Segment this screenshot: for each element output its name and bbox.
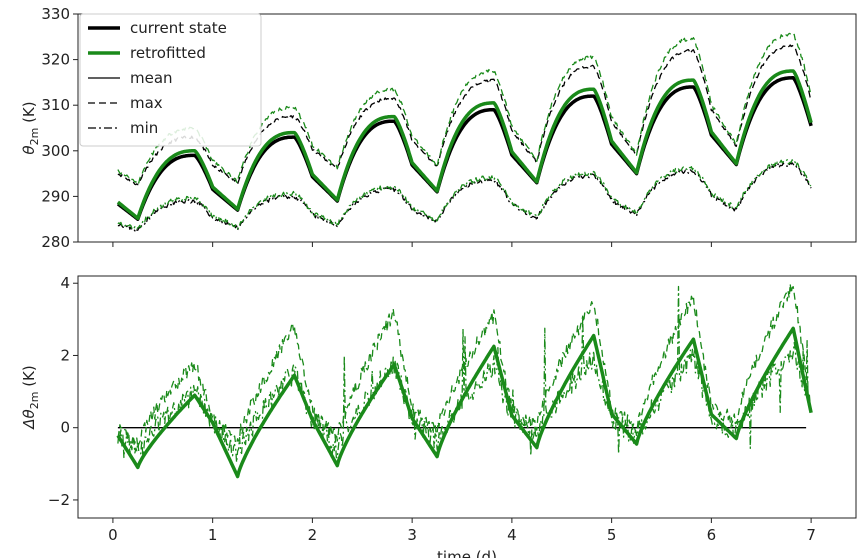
plot-area: [118, 284, 811, 477]
x-tick-label: 3: [407, 526, 417, 544]
x-axis-label: time (d): [437, 548, 497, 558]
y-tick-label: 300: [41, 142, 70, 160]
legend-label: mean: [130, 69, 173, 87]
y-tick-label: −2: [48, 491, 70, 509]
y-axis-label: Δθ2m (K): [20, 365, 41, 429]
x-tick-label: 4: [507, 526, 517, 544]
x-tick-label: 6: [707, 526, 717, 544]
y-tick-label: 310: [41, 96, 70, 114]
legend-label: min: [130, 119, 158, 137]
y-tick-label: 280: [41, 233, 70, 251]
y-tick-label: 290: [41, 187, 70, 205]
series-line-delta-min: [118, 287, 811, 463]
y-tick-label: 330: [41, 5, 70, 23]
x-tick-label: 1: [208, 526, 218, 544]
y-axis-label: θ2m (K): [20, 101, 41, 154]
legend-label: retrofitted: [130, 44, 206, 62]
y-tick-label: 0: [60, 419, 70, 437]
y-tick-label: 320: [41, 51, 70, 69]
y-tick-label: 2: [60, 346, 70, 364]
x-tick-label: 0: [108, 526, 118, 544]
bottom-panel: 0 1 2 3 4 5 6 7 −2 0 2 4 Δθ2m (K) time (d): [20, 274, 856, 558]
legend: current state retrofitted mean max min: [80, 14, 261, 146]
x-tick-label: 2: [308, 526, 318, 544]
y-tick-label: 4: [60, 274, 70, 292]
x-tick-label: 5: [607, 526, 617, 544]
legend-label: max: [130, 94, 163, 112]
legend-label: current state: [130, 19, 227, 37]
x-tick-label: 7: [806, 526, 816, 544]
